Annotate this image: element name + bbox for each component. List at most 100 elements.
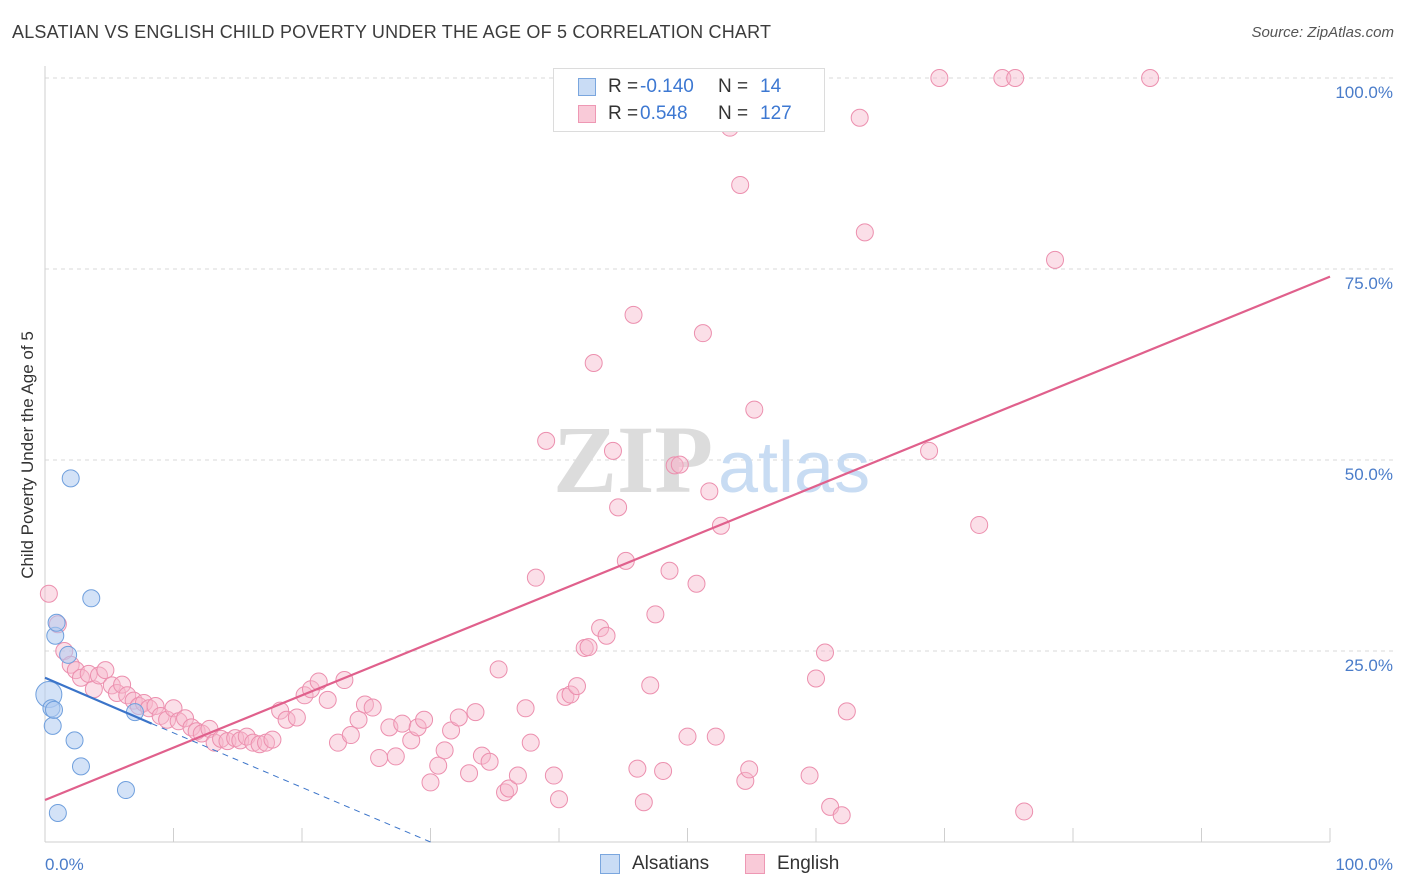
english-point <box>526 568 545 587</box>
english-point <box>740 760 759 779</box>
watermark-zip: ZIP <box>553 406 713 513</box>
alsatians-r-label: R = <box>608 76 639 97</box>
y-tick-labels: 25.0% 50.0% 75.0% 100.0% <box>1335 83 1393 675</box>
english-point <box>609 498 628 517</box>
english-point <box>421 773 440 792</box>
english-point <box>641 676 660 695</box>
english-point <box>287 708 306 727</box>
english-point <box>550 790 568 809</box>
english-point <box>597 626 616 645</box>
english-point <box>415 710 434 729</box>
correlation-legend: R = -0.140 N = 14 R = 0.548 N = 127 <box>553 68 825 132</box>
x-ticks <box>173 828 1331 842</box>
english-point <box>1006 69 1025 87</box>
english-point <box>591 619 610 638</box>
bottom-legend-alsatians: Alsatians <box>600 852 709 876</box>
english-point <box>263 730 282 749</box>
english-point <box>460 764 479 783</box>
english-point <box>516 699 535 718</box>
alsatians-n-value: 14 <box>760 76 782 97</box>
english-point <box>837 702 856 721</box>
english-point <box>39 584 58 603</box>
english-point <box>807 669 825 688</box>
english-point <box>970 515 989 534</box>
english-point <box>832 806 851 825</box>
english-r-value: 0.548 <box>640 103 688 124</box>
english-point <box>700 482 719 501</box>
english-point <box>687 574 706 593</box>
english-point <box>537 431 556 450</box>
english-point <box>1015 802 1034 821</box>
alsatian-trend-extension <box>151 723 431 843</box>
bottom-alsatians-label: Alsatians <box>632 853 710 874</box>
source-label: Source: ZipAtlas.com <box>1251 24 1394 41</box>
english-point <box>800 766 819 785</box>
english-point <box>480 752 499 771</box>
english-point <box>318 690 337 709</box>
english-point <box>584 353 603 372</box>
x-tick-label-max: 100.0% <box>1335 855 1393 874</box>
english-point <box>429 756 448 775</box>
x-tick-label-min: 0.0% <box>45 855 84 874</box>
english-point <box>408 718 427 737</box>
english-point <box>341 726 360 745</box>
english-point <box>579 638 598 657</box>
english-point <box>370 748 389 767</box>
english-point <box>1141 69 1160 87</box>
english-point <box>113 675 132 694</box>
english-point <box>244 733 263 752</box>
english-point <box>567 677 586 696</box>
english-n-label: N = <box>718 103 749 124</box>
english-point <box>624 305 643 324</box>
english-point <box>731 175 750 194</box>
english-point <box>993 69 1012 87</box>
grid <box>45 77 1393 652</box>
bottom-english-swatch <box>745 854 765 874</box>
english-point <box>646 605 665 624</box>
english-point <box>96 661 115 680</box>
y-tick-label-25: 25.0% <box>1345 656 1393 675</box>
alsatians-r-value: -0.140 <box>640 76 694 97</box>
english-point <box>736 771 755 790</box>
alsatian-point <box>61 469 80 488</box>
alsatian-points <box>35 469 144 822</box>
alsatian-point <box>71 757 90 776</box>
english-point <box>402 731 421 750</box>
alsatian-point <box>116 781 135 800</box>
english-point <box>693 324 712 343</box>
english-point <box>678 727 697 746</box>
bottom-english-label: English <box>777 853 840 874</box>
english-point <box>920 441 939 460</box>
english-point <box>628 759 647 778</box>
english-point <box>706 727 725 746</box>
alsatian-trend-line <box>44 676 153 725</box>
english-point <box>850 108 869 127</box>
y-tick-label-100: 100.0% <box>1335 83 1393 102</box>
english-point <box>386 747 405 766</box>
alsatian-point <box>47 613 66 632</box>
english-point <box>670 455 689 474</box>
english-point <box>544 766 563 785</box>
y-tick-label-50: 50.0% <box>1345 465 1393 484</box>
english-point <box>349 710 368 729</box>
english-point <box>930 69 949 87</box>
english-point <box>176 709 195 728</box>
english-point <box>449 708 468 727</box>
english-swatch <box>578 105 596 123</box>
alsatians-n-label: N = <box>718 76 749 97</box>
alsatian-point <box>43 716 62 735</box>
english-n-value: 127 <box>760 103 792 124</box>
alsatian-point <box>48 803 67 822</box>
english-point <box>855 223 874 242</box>
english-point <box>745 400 764 419</box>
english-point <box>654 761 673 780</box>
bottom-alsatians-swatch <box>600 854 620 874</box>
legend-row-alsatians: R = -0.140 N = 14 <box>578 75 781 99</box>
english-point <box>158 710 177 729</box>
trend-lines <box>44 275 1331 843</box>
english-point <box>815 643 834 662</box>
english-point <box>634 793 653 812</box>
bottom-legend-english: English <box>745 852 839 876</box>
english-point <box>489 660 508 679</box>
